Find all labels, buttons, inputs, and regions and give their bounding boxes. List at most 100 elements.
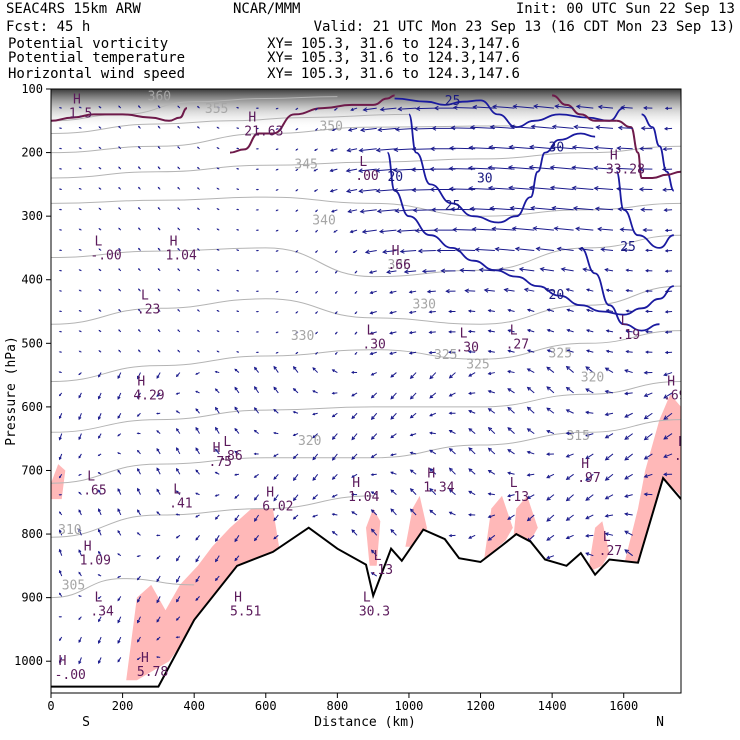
wind-vector-head (331, 209, 335, 213)
wind-vector-head (156, 619, 160, 623)
wind-vector (546, 534, 555, 541)
wind-vector-head (156, 578, 160, 583)
valid-time: Valid: 21 UTC Mon 23 Sep 13 (16 CDT Mon … (314, 19, 735, 35)
wind-vector-head (509, 124, 515, 130)
wind-vector (567, 349, 574, 353)
org-label: NCAR/MMM (233, 1, 300, 17)
wind-vector (585, 433, 594, 437)
wind-vector-head (624, 369, 629, 373)
wind-vector (566, 473, 574, 480)
wind-vector-head (157, 207, 160, 209)
wind-vector-head (215, 406, 219, 411)
wind-vector-head (275, 209, 278, 212)
wind-vector-head (329, 168, 334, 173)
wind-vector-head (292, 433, 296, 437)
pv-extremum-value: .27 (506, 337, 529, 352)
wind-vector-head (467, 329, 472, 334)
wind-vector (470, 208, 495, 211)
wind-vector (376, 168, 397, 172)
wind-vector-head (370, 549, 375, 554)
wind-vector (624, 473, 633, 480)
wind-vector-head (468, 373, 472, 377)
wind-vector-head (197, 309, 199, 312)
wind-vector-head (474, 247, 480, 252)
wind-vector-head (136, 532, 140, 535)
wind-vector-head (175, 536, 179, 539)
wind-vector-head (197, 228, 199, 230)
wind-vector (605, 390, 614, 394)
wind-vector-head (295, 271, 298, 273)
wind-vector-head (448, 467, 453, 472)
wind-vector-head (472, 104, 478, 110)
wind-vector-head (354, 292, 357, 294)
wind-vector-head (429, 449, 433, 453)
wind-vector-head (157, 329, 160, 331)
wind-vector-head (585, 476, 590, 481)
wind-vector-head (507, 308, 511, 313)
wind-vector (567, 309, 574, 313)
wind-vector-head (526, 386, 532, 391)
wind-vector-head (409, 508, 414, 513)
wind-vector-head (175, 618, 179, 621)
wind-vector-head (292, 516, 297, 520)
theta-contour (51, 145, 681, 179)
wind-vector-head (214, 448, 218, 452)
wind-vector-head (216, 147, 219, 149)
field-name-theta: Potential temperature (8, 50, 185, 66)
wind-vector (465, 290, 476, 292)
wind-vector-head (78, 249, 81, 251)
pv-positive-area (484, 495, 513, 560)
wind-vector-head (78, 310, 81, 312)
pv-positive-area (587, 521, 610, 573)
wind-vector (623, 249, 633, 251)
wind-vector (531, 207, 554, 211)
wind-vector-head (177, 227, 180, 230)
wind-vector (598, 228, 614, 231)
wind-vector-head (605, 288, 610, 292)
wind-vector-head (429, 166, 435, 172)
wind-vector (390, 372, 397, 378)
wind-vector (360, 209, 377, 213)
wind-vector-head (575, 104, 581, 110)
theta-contour (51, 234, 681, 278)
wind-vector (78, 413, 82, 420)
wind-vector-head (58, 371, 61, 373)
wind-vector-head (429, 413, 433, 417)
wind-vector (527, 473, 535, 476)
pv-extremum-value: .30 (455, 341, 478, 356)
pv-extremum-value: 21.63 (244, 125, 283, 140)
wind-vector (605, 514, 614, 517)
wind-vector-head (235, 249, 239, 251)
wind-vector-head (98, 126, 101, 129)
wind-vector-head (593, 165, 599, 171)
wind-vector-head (455, 247, 461, 253)
wind-vector-head (138, 207, 140, 209)
wind-vector-head (565, 431, 570, 436)
wind-vector (346, 188, 358, 192)
wind-vector-head (275, 270, 278, 273)
pv-extremum-value: 33.28 (606, 163, 645, 178)
wind-vector-head (156, 638, 159, 641)
wind-vector-head (118, 166, 121, 169)
wind-vector (508, 329, 515, 333)
wind-vector (312, 367, 319, 373)
wind-vector (98, 413, 102, 420)
wind-vector (398, 107, 417, 110)
wind-vector (508, 166, 535, 170)
wind-vector (156, 596, 161, 603)
wind-vector-head (273, 454, 277, 457)
wind-vector (273, 494, 279, 501)
pv-extremum-type: L (510, 476, 518, 491)
wind-vector-head (78, 571, 81, 575)
wind-vector (489, 146, 515, 150)
wind-vector-head (529, 144, 535, 150)
wind-vector-head (390, 374, 394, 378)
wind-vector (449, 489, 456, 496)
pv-extremum-type: L (94, 591, 102, 606)
wind-vector-head (487, 536, 492, 541)
wind-vector (545, 288, 555, 292)
wind-vector-head (117, 508, 121, 512)
wind-vector-head (433, 105, 439, 111)
wind-vector-head (197, 207, 199, 210)
wind-vector-head (615, 166, 621, 171)
